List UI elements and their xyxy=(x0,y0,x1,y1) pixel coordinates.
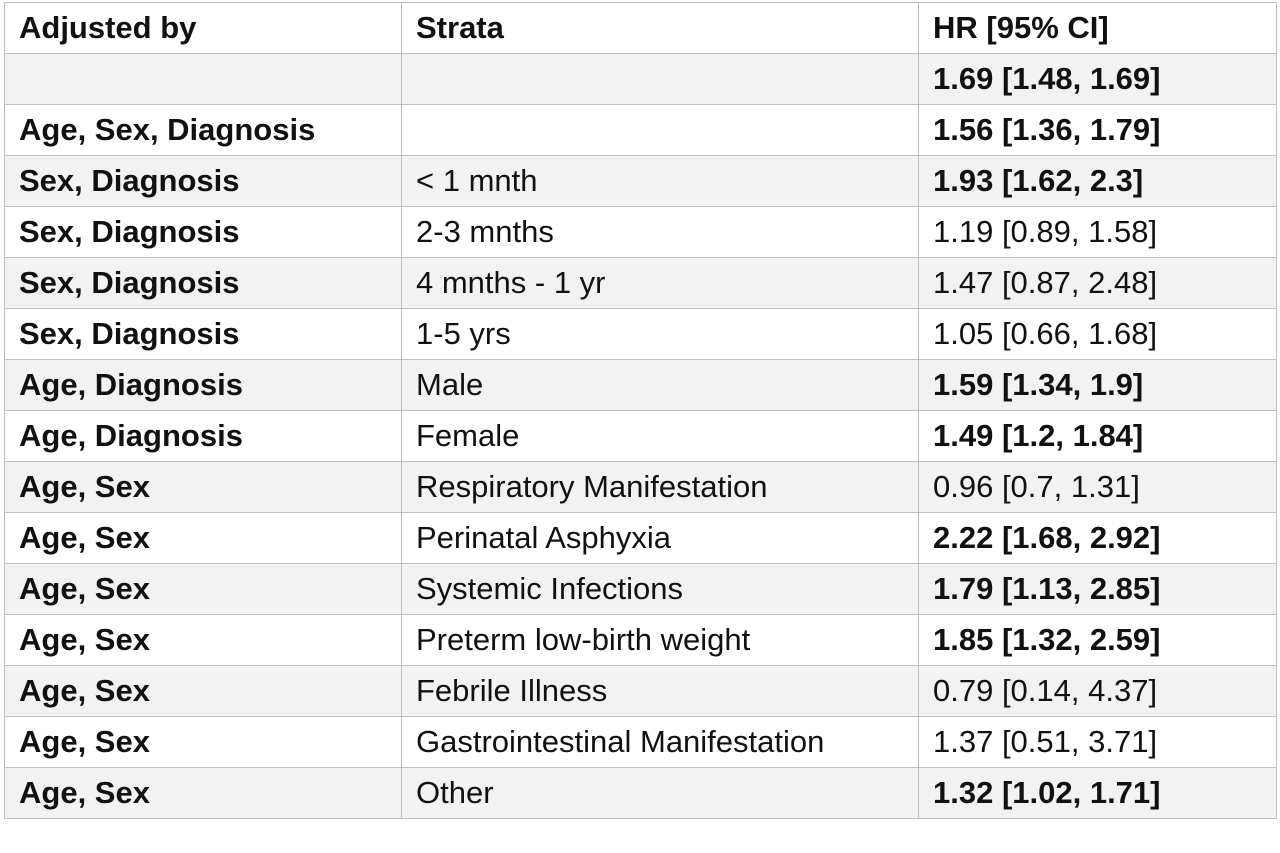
header-strata: Strata xyxy=(401,2,919,54)
cell-strata: 2-3 mnths xyxy=(401,206,919,258)
cell-adjusted-by: Age, Diagnosis xyxy=(4,359,402,411)
table-row: Age, Sex Other 1.32 [1.02, 1.71] xyxy=(4,767,1277,819)
table-row: Sex, Diagnosis < 1 mnth 1.93 [1.62, 2.3] xyxy=(4,155,1277,207)
table-row: Age, Diagnosis Male 1.59 [1.34, 1.9] xyxy=(4,359,1277,411)
cell-strata xyxy=(401,53,919,105)
cell-adjusted-by: Age, Diagnosis xyxy=(4,410,402,462)
cell-adjusted-by: Age, Sex xyxy=(4,716,402,768)
cell-adjusted-by: Age, Sex, Diagnosis xyxy=(4,104,402,156)
header-adjusted-by: Adjusted by xyxy=(4,2,402,54)
cell-adjusted-by: Age, Sex xyxy=(4,512,402,564)
cell-strata: 1-5 yrs xyxy=(401,308,919,360)
cell-strata: 4 mnths - 1 yr xyxy=(401,257,919,309)
cell-strata: Gastrointestinal Manifestation xyxy=(401,716,919,768)
cell-hr: 1.47 [0.87, 2.48] xyxy=(918,257,1277,309)
cell-hr: 2.22 [1.68, 2.92] xyxy=(918,512,1277,564)
table-row: Age, Diagnosis Female 1.49 [1.2, 1.84] xyxy=(4,410,1277,462)
cell-adjusted-by: Age, Sex xyxy=(4,767,402,819)
table-row: Sex, Diagnosis 2-3 mnths 1.19 [0.89, 1.58] xyxy=(4,206,1277,258)
cell-strata: < 1 mnth xyxy=(401,155,919,207)
cell-hr: 1.56 [1.36, 1.79] xyxy=(918,104,1277,156)
cell-adjusted-by: Sex, Diagnosis xyxy=(4,308,402,360)
table-row: Sex, Diagnosis 4 mnths - 1 yr 1.47 [0.87, … xyxy=(4,257,1277,309)
table-row: Sex, Diagnosis 1-5 yrs 1.05 [0.66, 1.68] xyxy=(4,308,1277,360)
cell-hr: 1.37 [0.51, 3.71] xyxy=(918,716,1277,768)
cell-hr: 1.49 [1.2, 1.84] xyxy=(918,410,1277,462)
cell-strata: Male xyxy=(401,359,919,411)
cell-strata xyxy=(401,104,919,156)
hazard-ratio-table: Adjusted by Strata HR [95% CI] 1.69 [1.4… xyxy=(4,2,1277,819)
cell-hr: 1.59 [1.34, 1.9] xyxy=(918,359,1277,411)
cell-strata: Febrile Illness xyxy=(401,665,919,717)
table-row: 1.69 [1.48, 1.69] xyxy=(4,53,1277,105)
cell-hr: 1.32 [1.02, 1.71] xyxy=(918,767,1277,819)
table-row: Age, Sex Respiratory Manifestation 0.96 [0… xyxy=(4,461,1277,513)
cell-adjusted-by: Age, Sex xyxy=(4,614,402,666)
table-row: Age, Sex Systemic Infections 1.79 [1.13, 2… xyxy=(4,563,1277,615)
cell-hr: 0.96 [0.7, 1.31] xyxy=(918,461,1277,513)
cell-hr: 1.93 [1.62, 2.3] xyxy=(918,155,1277,207)
cell-hr: 1.69 [1.48, 1.69] xyxy=(918,53,1277,105)
cell-strata: Preterm low-birth weight xyxy=(401,614,919,666)
cell-adjusted-by: Sex, Diagnosis xyxy=(4,155,402,207)
cell-hr: 1.79 [1.13, 2.85] xyxy=(918,563,1277,615)
cell-adjusted-by: Age, Sex xyxy=(4,563,402,615)
cell-hr: 0.79 [0.14, 4.37] xyxy=(918,665,1277,717)
cell-strata: Other xyxy=(401,767,919,819)
cell-adjusted-by xyxy=(4,53,402,105)
table-body: 1.69 [1.48, 1.69] Age, Sex, Diagnosis 1.56… xyxy=(4,53,1277,819)
table-row: Age, Sex Febrile Illness 0.79 [0.14, 4.37] xyxy=(4,665,1277,717)
cell-adjusted-by: Sex, Diagnosis xyxy=(4,257,402,309)
table-row: Age, Sex Gastrointestinal Manifestation 1.… xyxy=(4,716,1277,768)
cell-strata: Respiratory Manifestation xyxy=(401,461,919,513)
table-row: Age, Sex Preterm low-birth weight 1.85 [1.… xyxy=(4,614,1277,666)
table-row: Age, Sex Perinatal Asphyxia 2.22 [1.68, 2.… xyxy=(4,512,1277,564)
cell-adjusted-by: Sex, Diagnosis xyxy=(4,206,402,258)
cell-hr: 1.05 [0.66, 1.68] xyxy=(918,308,1277,360)
table-row: Age, Sex, Diagnosis 1.56 [1.36, 1.79] xyxy=(4,104,1277,156)
cell-strata: Systemic Infections xyxy=(401,563,919,615)
cell-strata: Female xyxy=(401,410,919,462)
table-header-row: Adjusted by Strata HR [95% CI] xyxy=(4,2,1277,54)
cell-hr: 1.85 [1.32, 2.59] xyxy=(918,614,1277,666)
cell-strata: Perinatal Asphyxia xyxy=(401,512,919,564)
header-hr: HR [95% CI] xyxy=(918,2,1277,54)
cell-adjusted-by: Age, Sex xyxy=(4,665,402,717)
cell-adjusted-by: Age, Sex xyxy=(4,461,402,513)
cell-hr: 1.19 [0.89, 1.58] xyxy=(918,206,1277,258)
